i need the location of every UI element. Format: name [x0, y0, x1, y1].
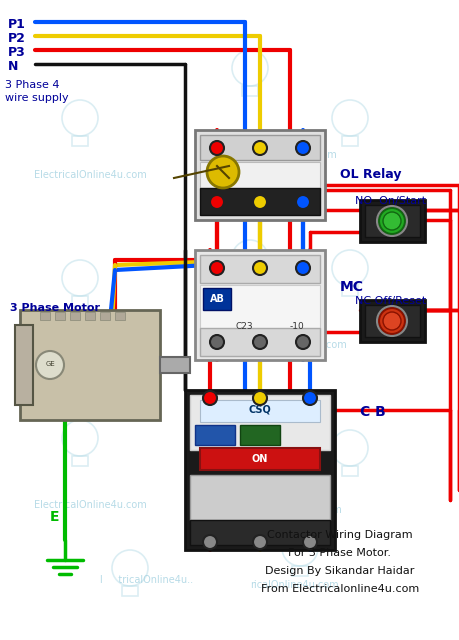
Bar	[72, 456, 88, 466]
Bar	[200, 400, 320, 422]
Text: CSQ: CSQ	[249, 404, 271, 414]
Text: wire supply: wire supply	[5, 93, 69, 103]
Text: E: E	[50, 510, 60, 524]
Circle shape	[383, 312, 401, 330]
Circle shape	[210, 261, 224, 275]
Circle shape	[253, 335, 267, 349]
Text: ElectricalOnline4u.com: ElectricalOnline4u.com	[34, 170, 146, 180]
Circle shape	[253, 141, 267, 155]
Text: Design By Sikandar Haidar: Design By Sikandar Haidar	[265, 566, 414, 576]
Circle shape	[207, 156, 239, 188]
Text: For 3 Phase Motor.: For 3 Phase Motor.	[289, 548, 392, 558]
Circle shape	[303, 535, 317, 549]
Bar	[40, 312, 50, 320]
Bar	[195, 130, 325, 220]
Bar	[342, 136, 358, 146]
Circle shape	[253, 535, 267, 549]
Bar	[360, 300, 425, 342]
Circle shape	[36, 351, 64, 379]
Text: N: N	[8, 60, 18, 73]
Bar	[55, 312, 65, 320]
Text: NC Off/Reset: NC Off/Reset	[355, 296, 426, 306]
Bar	[365, 205, 420, 237]
Text: OL Relay: OL Relay	[340, 168, 402, 181]
Text: l     tricalOnline4u..: l tricalOnline4u..	[100, 575, 193, 585]
Bar	[360, 200, 425, 242]
Text: -10: -10	[290, 322, 305, 331]
Text: C23: C23	[235, 322, 252, 331]
Text: P1: P1	[8, 18, 26, 31]
Bar	[195, 250, 325, 360]
Text: Contactor Wiring Diagram: Contactor Wiring Diagram	[267, 530, 413, 540]
Circle shape	[210, 195, 224, 209]
Circle shape	[303, 391, 317, 405]
Text: From Electricalonline4u.com: From Electricalonline4u.com	[261, 584, 419, 594]
Text: ricalOnline4u.com: ricalOnline4u.com	[250, 580, 339, 590]
Bar	[190, 520, 330, 545]
Bar	[203, 288, 231, 310]
Bar	[342, 466, 358, 476]
Text: MC: MC	[340, 280, 364, 294]
Bar	[72, 136, 88, 146]
Circle shape	[210, 141, 224, 155]
Bar	[200, 255, 320, 283]
Text: ON: ON	[252, 454, 268, 464]
Bar	[200, 162, 320, 190]
Text: NO  On/Start: NO On/Start	[355, 196, 426, 206]
Bar	[190, 395, 330, 450]
Bar	[242, 86, 258, 96]
Circle shape	[296, 261, 310, 275]
Text: ElectricalOnline4u.com: ElectricalOnline4u.com	[234, 340, 347, 350]
Bar	[242, 456, 258, 466]
Circle shape	[383, 212, 401, 230]
Bar	[200, 328, 320, 356]
Bar	[122, 586, 138, 596]
Text: P2: P2	[8, 32, 26, 45]
Text: GE: GE	[45, 361, 55, 367]
Bar	[200, 448, 320, 470]
Bar	[72, 296, 88, 306]
Bar	[15, 325, 33, 405]
Bar	[70, 312, 80, 320]
Bar	[195, 425, 235, 445]
Bar	[20, 310, 160, 420]
Bar	[100, 312, 110, 320]
Circle shape	[253, 261, 267, 275]
Bar	[242, 276, 258, 286]
Bar	[200, 285, 320, 330]
Text: P3: P3	[8, 46, 26, 59]
Bar	[190, 475, 330, 520]
Bar	[200, 135, 320, 160]
Bar	[365, 305, 420, 337]
Bar	[115, 312, 125, 320]
Circle shape	[203, 391, 217, 405]
Circle shape	[203, 535, 217, 549]
Text: 3 Phase Motor: 3 Phase Motor	[10, 303, 100, 313]
Bar	[85, 312, 95, 320]
Circle shape	[379, 308, 405, 334]
Bar	[200, 188, 320, 215]
Text: C B: C B	[360, 405, 386, 419]
Circle shape	[253, 195, 267, 209]
Circle shape	[296, 141, 310, 155]
Text: ElectricalOnline4u.com: ElectricalOnline4u.com	[34, 335, 146, 345]
Text: AB: AB	[210, 294, 224, 304]
Bar	[342, 286, 358, 296]
Bar	[240, 425, 280, 445]
Text: ElectricalOnline4u.com: ElectricalOnline4u.com	[34, 500, 146, 510]
Circle shape	[379, 208, 405, 234]
Circle shape	[210, 335, 224, 349]
Text: ElectricalOnline4u.com: ElectricalOnline4u.com	[224, 150, 336, 160]
Circle shape	[296, 335, 310, 349]
Circle shape	[296, 195, 310, 209]
Text: 3 Phase 4: 3 Phase 4	[5, 80, 60, 90]
Bar	[160, 357, 190, 373]
Circle shape	[253, 391, 267, 405]
Bar	[185, 390, 335, 550]
Bar	[292, 566, 308, 576]
Text: ElectricalOnline4u.com: ElectricalOnline4u.com	[229, 505, 341, 515]
